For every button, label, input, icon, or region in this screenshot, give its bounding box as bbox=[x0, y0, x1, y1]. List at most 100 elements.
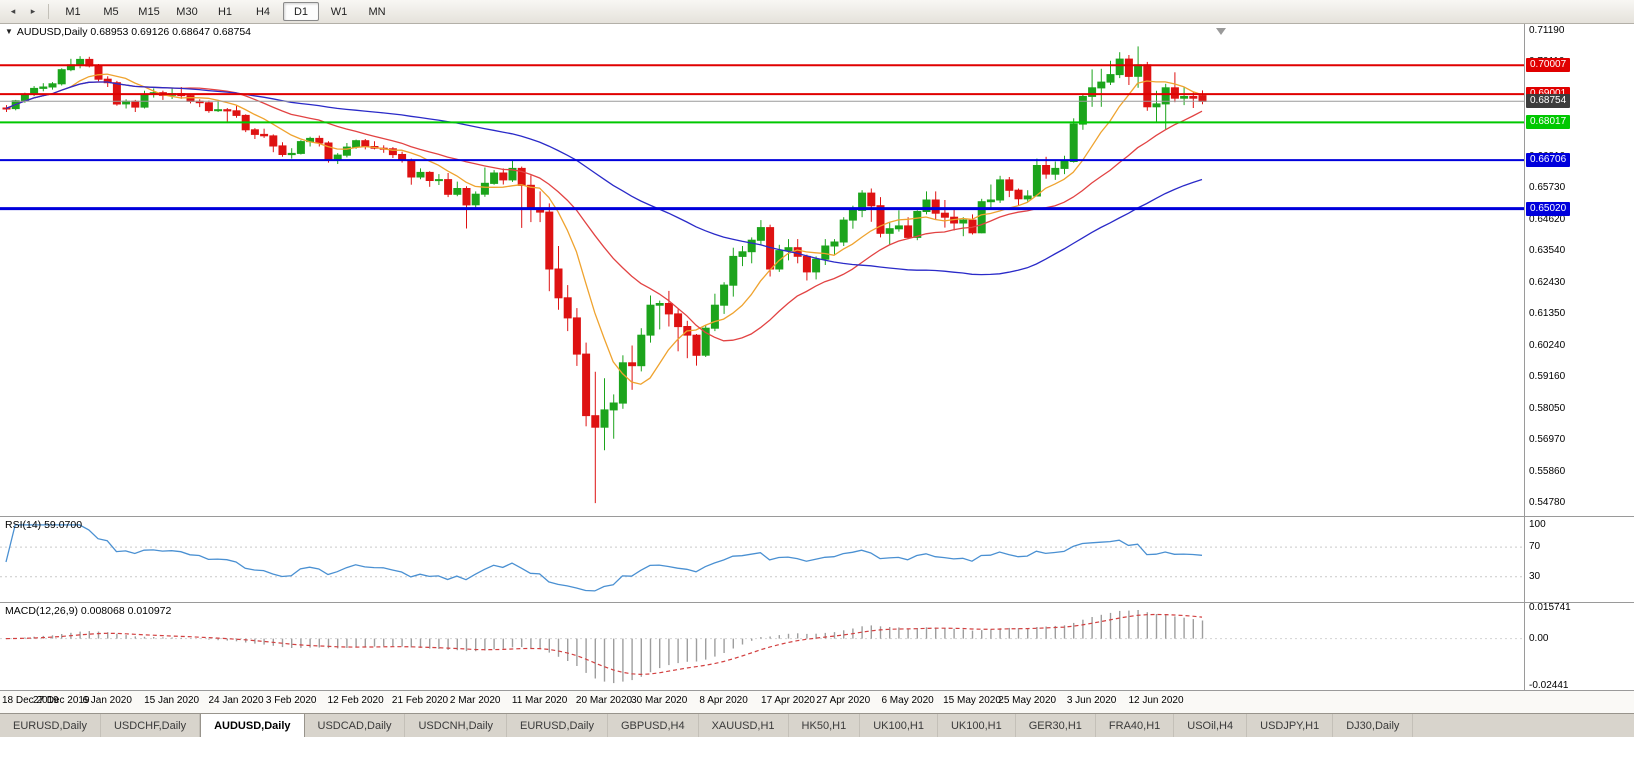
candle-body bbox=[94, 65, 103, 80]
rsi-chart-svg[interactable] bbox=[0, 517, 1524, 602]
candle-body bbox=[830, 241, 839, 247]
ma-line-fast bbox=[5, 73, 1203, 385]
timeframe-button-d1[interactable]: D1 bbox=[283, 2, 319, 21]
macd-signal-line bbox=[5, 613, 1203, 676]
candle-body bbox=[793, 247, 802, 257]
date-label: 18 Dec 2019 bbox=[2, 695, 59, 706]
date-label: 21 Feb 2020 bbox=[391, 695, 449, 706]
price-chart-svg[interactable] bbox=[0, 24, 1524, 516]
candle-body bbox=[812, 258, 821, 273]
candle-body bbox=[600, 409, 609, 428]
candle-body bbox=[296, 141, 305, 154]
candle-body bbox=[802, 255, 811, 273]
timeframe-button-m5[interactable]: M5 bbox=[103, 5, 119, 18]
date-label: 30 Mar 2020 bbox=[631, 695, 688, 706]
tab-usoil-h4-13[interactable]: USOil,H4 bbox=[1174, 714, 1248, 737]
rsi-line bbox=[5, 524, 1203, 592]
macd-histogram bbox=[14, 610, 1204, 684]
macd-chart-svg[interactable] bbox=[0, 603, 1524, 690]
candle-body bbox=[480, 182, 489, 195]
candle-body bbox=[572, 317, 581, 355]
candle-body bbox=[1115, 58, 1124, 76]
candle-body bbox=[223, 109, 232, 112]
chart-symbol-icon: ▼ bbox=[5, 27, 13, 36]
candle-body bbox=[462, 188, 471, 206]
candle-body bbox=[278, 145, 287, 156]
tab-usdchf-daily-1[interactable]: USDCHF,Daily bbox=[101, 714, 201, 737]
date-label: 27 Apr 2020 bbox=[816, 695, 871, 706]
candle-body bbox=[39, 86, 48, 89]
tab-uk100-h1-9[interactable]: UK100,H1 bbox=[860, 714, 938, 737]
timeframe-button-h1[interactable]: H1 bbox=[217, 5, 233, 18]
candle-body bbox=[1014, 189, 1023, 200]
toolbar-separator bbox=[48, 4, 49, 19]
candle-body bbox=[720, 284, 729, 306]
candle-body bbox=[646, 304, 655, 336]
candle-body bbox=[416, 171, 425, 178]
candle-body bbox=[756, 227, 765, 241]
rsi-tick: 70 bbox=[1529, 541, 1541, 553]
candle-body bbox=[628, 362, 637, 367]
date-label: 12 Jun 2020 bbox=[1128, 695, 1184, 706]
candle-body bbox=[1078, 96, 1087, 125]
price-tick: 0.58050 bbox=[1529, 403, 1566, 415]
candle-body bbox=[48, 83, 57, 88]
tab-usdjpy-h1-14[interactable]: USDJPY,H1 bbox=[1247, 714, 1334, 737]
candle-body bbox=[1042, 165, 1051, 175]
time-axis[interactable]: 18 Dec 2019 27 Dec 2019 6 Jan 2020 15 Jan 2… bbox=[0, 691, 1634, 713]
date-label: 6 Jan 2020 bbox=[82, 695, 132, 706]
candle-body bbox=[186, 95, 195, 102]
date-label: 25 May 2020 bbox=[998, 695, 1057, 706]
macd-axis[interactable]: 0.015741 0.00 -0.02441 bbox=[1524, 602, 1634, 691]
candle-body bbox=[204, 102, 213, 112]
candle-body bbox=[876, 205, 885, 234]
tab-usdcnh-daily-4[interactable]: USDCNH,Daily bbox=[405, 714, 508, 737]
chart-forward-icon[interactable]: ▸ bbox=[30, 6, 36, 16]
timeframe-toolbar: ◂ ▸ M1 M5 M15 M30 H1 H4 D1 W1 MN bbox=[0, 0, 1634, 24]
tab-uk100-h1-10[interactable]: UK100,H1 bbox=[938, 714, 1016, 737]
tab-audusd-daily-2[interactable]: AUDUSD,Daily bbox=[200, 714, 305, 737]
chart-back-icon[interactable]: ◂ bbox=[10, 6, 16, 16]
timeframe-button-w1[interactable]: W1 bbox=[330, 5, 348, 18]
tab-eurusd-daily-5[interactable]: EURUSD,Daily bbox=[507, 714, 608, 737]
timeframe-button-m30[interactable]: M30 bbox=[176, 5, 198, 18]
candle-body bbox=[260, 133, 269, 137]
tab-eurusd-daily-0[interactable]: EURUSD,Daily bbox=[0, 714, 101, 737]
price-tick: 0.59160 bbox=[1529, 371, 1566, 383]
timeframe-button-m15[interactable]: M15 bbox=[138, 5, 160, 18]
candle-body bbox=[1023, 195, 1032, 200]
price-tick: 0.61350 bbox=[1529, 308, 1566, 320]
tab-fra40-h1-12[interactable]: FRA40,H1 bbox=[1096, 714, 1175, 737]
candle-body bbox=[858, 192, 867, 211]
tab-ger30-h1-11[interactable]: GER30,H1 bbox=[1016, 714, 1096, 737]
candle-body bbox=[609, 402, 618, 411]
chart-title: ▼ AUDUSD,Daily 0.68953 0.69126 0.68647 0… bbox=[5, 26, 251, 38]
candle-body bbox=[490, 172, 499, 184]
date-label: 2 Mar 2020 bbox=[449, 695, 501, 706]
price-tick: 0.65730 bbox=[1529, 182, 1566, 194]
candle-body bbox=[1051, 167, 1060, 175]
candle-body bbox=[894, 225, 903, 230]
chart-tabs-bar: EURUSD,Daily USDCHF,Daily AUDUSD,Daily USDC… bbox=[0, 713, 1634, 737]
chart-shift-marker-icon[interactable] bbox=[1216, 28, 1226, 35]
candle-body bbox=[508, 167, 517, 181]
tab-xauusd-h1-7[interactable]: XAUUSD,H1 bbox=[699, 714, 789, 737]
rsi-axis[interactable]: 100 70 30 bbox=[1524, 517, 1634, 602]
timeframe-button-h4[interactable]: H4 bbox=[255, 5, 271, 18]
candle-body bbox=[269, 135, 278, 147]
macd-tick: 0.00 bbox=[1529, 632, 1549, 644]
candle-body bbox=[140, 93, 149, 108]
tab-usdcad-daily-3[interactable]: USDCAD,Daily bbox=[305, 714, 406, 737]
candle-body bbox=[848, 209, 857, 221]
timeframe-button-mn[interactable]: MN bbox=[368, 5, 386, 18]
candle-body bbox=[499, 172, 508, 181]
candle-body bbox=[214, 109, 223, 112]
tab-gbpusd-h4-6[interactable]: GBPUSD,H4 bbox=[608, 714, 699, 737]
candle-body bbox=[1161, 87, 1170, 105]
candle-body bbox=[232, 110, 241, 116]
date-label: 3 Jun 2020 bbox=[1066, 695, 1117, 706]
tab-hk50-h1-8[interactable]: HK50,H1 bbox=[789, 714, 861, 737]
tab-dj30-daily-15[interactable]: DJ30,Daily bbox=[1333, 714, 1414, 737]
timeframe-button-m1[interactable]: M1 bbox=[65, 5, 81, 18]
price-axis[interactable]: 0.711900.701100.690000.679200.668100.657… bbox=[1524, 24, 1634, 516]
